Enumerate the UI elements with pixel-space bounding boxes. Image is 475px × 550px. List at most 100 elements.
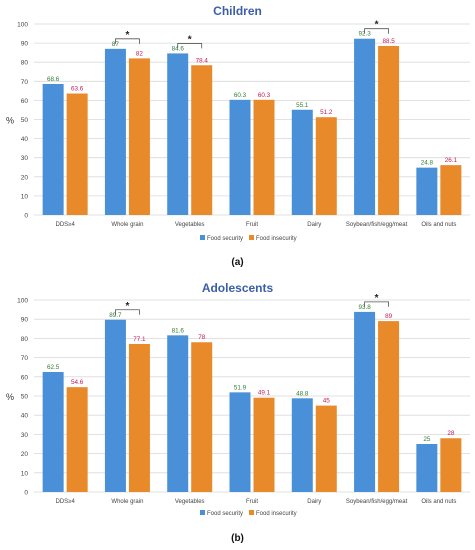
legend-swatch-food-security [200, 235, 205, 240]
y-tick-label: 60 [21, 374, 29, 381]
y-tick-label: 0 [24, 213, 28, 220]
x-tick-label: Vegetables [175, 499, 205, 505]
legend-swatch-food-insecurity [249, 235, 254, 240]
bar-food-insecurity [66, 93, 88, 215]
significance-marker: * [375, 20, 379, 31]
data-label-food-security: 48.8 [296, 390, 309, 397]
data-label-food-insecurity: 49.1 [258, 390, 271, 397]
data-label-food-security: 84.6 [172, 45, 185, 52]
y-tick-label: 100 [17, 298, 28, 305]
significance-bracket [115, 38, 140, 44]
legend-swatch-food-security [200, 510, 205, 515]
bar-food-security [291, 398, 313, 492]
data-label-food-security: 55.1 [296, 102, 309, 109]
bar-food-insecurity [253, 99, 275, 215]
y-tick-label: 0 [24, 490, 28, 497]
significance-marker: * [125, 301, 129, 312]
y-tick-label: 20 [21, 451, 29, 458]
y-tick-label: 100 [17, 22, 28, 29]
data-label-food-insecurity: 88.5 [382, 38, 395, 45]
x-tick-label: Dairy [307, 499, 321, 505]
y-axis-label: % [6, 116, 14, 126]
significance-bracket [115, 309, 140, 315]
bar-food-security [167, 53, 189, 215]
x-tick-label: Oils and nuts [421, 499, 456, 505]
y-tick-label: 10 [21, 193, 29, 200]
y-tick-label: 90 [21, 317, 29, 324]
bar-food-security [229, 99, 251, 215]
legend-label-food-insecurity: Food insecurity [256, 511, 297, 517]
bar-food-insecurity [378, 45, 400, 216]
data-label-food-insecurity: 78.4 [196, 57, 209, 64]
y-tick-label: 40 [21, 413, 29, 420]
data-label-food-security: 89.7 [109, 312, 122, 319]
significance-marker: * [188, 34, 192, 45]
bar-food-security [354, 311, 376, 492]
data-label-food-insecurity: 89 [385, 313, 393, 320]
bar-food-insecurity [378, 321, 400, 492]
bar-food-security [416, 444, 438, 492]
bar-food-insecurity [128, 343, 150, 492]
bar-food-insecurity [253, 397, 275, 492]
bar-food-insecurity [440, 438, 462, 492]
data-label-food-security: 81.6 [172, 327, 185, 334]
y-tick-label: 50 [21, 117, 29, 124]
x-tick-label: Dairy [307, 222, 321, 228]
y-tick-label: 80 [21, 60, 29, 67]
legend-label-food-security: Food security [207, 236, 243, 242]
bar-food-insecurity [315, 405, 337, 492]
bar-food-security [42, 372, 64, 492]
legend-label-food-insecurity: Food insecurity [256, 236, 297, 242]
y-tick-label: 30 [21, 432, 29, 439]
data-label-food-security: 62.5 [47, 364, 60, 371]
data-label-food-insecurity: 82 [136, 50, 144, 57]
data-label-food-security: 68.6 [47, 76, 60, 83]
significance-bracket [177, 43, 203, 49]
x-tick-label: Soybean/fish/egg/meat [346, 499, 408, 505]
y-tick-label: 20 [21, 174, 29, 181]
bar-food-insecurity [191, 65, 213, 215]
y-tick-label: 70 [21, 355, 29, 362]
x-tick-label: Whole grain [111, 222, 143, 228]
bar-food-security [291, 109, 313, 215]
x-tick-label: DDS≥4 [55, 222, 75, 228]
y-tick-label: 10 [21, 470, 29, 477]
bar-food-security [167, 335, 189, 492]
chart-panel-1: Children 0 10 20 30 40 50 60 70 80 90 100% 68.6 63.6 D… [6, 4, 470, 268]
significance-marker: * [125, 30, 129, 41]
bar-food-security [42, 83, 64, 215]
data-label-food-security: 60.3 [234, 92, 247, 99]
data-label-food-security: 25 [423, 436, 431, 443]
y-tick-label: 70 [21, 79, 29, 86]
bar-food-security [104, 319, 126, 492]
y-tick-label: 40 [21, 136, 29, 143]
y-tick-label: 90 [21, 41, 29, 48]
x-tick-label: Soybean/fish/egg/meat [346, 222, 408, 228]
data-label-food-security: 93.8 [358, 304, 371, 311]
significance-bracket [364, 301, 389, 307]
bar-food-insecurity [128, 58, 150, 215]
panel-label: (b) [231, 533, 244, 544]
chart-title: Children [213, 4, 262, 18]
significance-marker: * [375, 293, 379, 304]
y-tick-label: 80 [21, 336, 29, 343]
bar-food-insecurity [440, 165, 462, 215]
bar-food-insecurity [191, 342, 213, 492]
x-tick-label: Fruit [246, 499, 258, 505]
y-axis-label: % [6, 392, 14, 402]
chart-title: Adolescents [202, 281, 274, 295]
data-label-food-insecurity: 26.1 [445, 157, 458, 164]
x-tick-label: DDS≥4 [55, 499, 75, 505]
bar-food-security [416, 167, 438, 215]
x-tick-label: Oils and nuts [421, 222, 456, 228]
bar-food-security [104, 48, 126, 215]
significance-bracket [364, 28, 389, 34]
bar-food-security [354, 38, 376, 215]
y-tick-label: 60 [21, 98, 29, 105]
data-label-food-insecurity: 51.2 [320, 109, 333, 116]
legend-label-food-security: Food security [207, 511, 243, 517]
x-tick-label: Vegetables [175, 222, 205, 228]
data-label-food-security: 92.3 [358, 31, 371, 38]
data-label-food-insecurity: 45 [323, 398, 331, 405]
